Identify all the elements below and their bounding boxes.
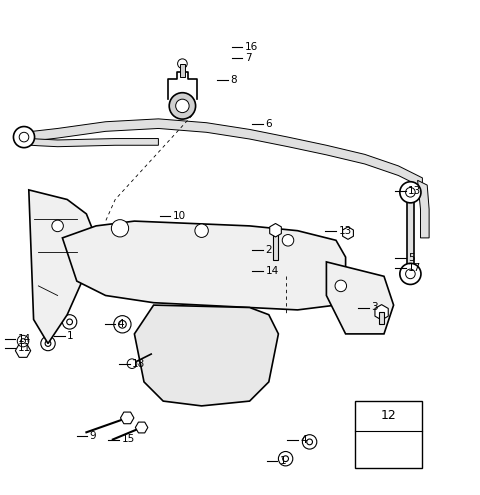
Circle shape	[67, 319, 72, 325]
Circle shape	[302, 435, 317, 449]
Circle shape	[384, 445, 393, 454]
Text: 1: 1	[280, 456, 287, 466]
Bar	[355, 401, 422, 468]
Polygon shape	[326, 262, 394, 334]
Text: 16: 16	[245, 42, 258, 52]
Circle shape	[127, 359, 137, 368]
Circle shape	[269, 264, 282, 277]
Text: 7: 7	[245, 53, 252, 63]
Text: 4: 4	[118, 319, 124, 329]
Circle shape	[307, 439, 312, 445]
Circle shape	[41, 336, 55, 350]
Circle shape	[52, 220, 63, 232]
Text: 13: 13	[408, 186, 421, 196]
Circle shape	[178, 59, 187, 68]
Circle shape	[19, 132, 29, 142]
Circle shape	[282, 235, 294, 246]
Text: 12: 12	[381, 409, 396, 422]
Circle shape	[400, 182, 421, 203]
Bar	[273, 233, 278, 259]
Circle shape	[119, 320, 126, 328]
Text: 17: 17	[408, 263, 421, 273]
Bar	[180, 64, 185, 77]
Text: 11: 11	[18, 344, 31, 353]
Circle shape	[400, 263, 421, 285]
Polygon shape	[62, 221, 346, 310]
Bar	[379, 312, 384, 324]
Circle shape	[335, 280, 347, 292]
Circle shape	[195, 224, 208, 238]
Polygon shape	[418, 180, 429, 238]
Text: 14: 14	[265, 265, 279, 276]
Circle shape	[273, 268, 278, 273]
Text: 6: 6	[265, 119, 272, 129]
Text: 14: 14	[18, 334, 31, 344]
Circle shape	[283, 456, 288, 461]
Circle shape	[13, 127, 35, 148]
Text: 1: 1	[67, 331, 74, 341]
Text: 18: 18	[132, 359, 145, 369]
Circle shape	[114, 316, 131, 333]
Circle shape	[45, 341, 51, 346]
Circle shape	[111, 220, 129, 237]
Text: 4: 4	[300, 436, 307, 446]
Text: 15: 15	[121, 435, 135, 445]
Circle shape	[21, 339, 25, 344]
Text: 10: 10	[173, 211, 186, 221]
Polygon shape	[24, 119, 422, 188]
Polygon shape	[134, 305, 278, 406]
Ellipse shape	[169, 93, 196, 119]
Circle shape	[380, 441, 397, 458]
Circle shape	[406, 188, 415, 197]
Ellipse shape	[176, 99, 189, 113]
Text: 5: 5	[408, 253, 415, 263]
Polygon shape	[24, 138, 158, 147]
Circle shape	[62, 315, 77, 329]
Bar	[407, 192, 414, 276]
Polygon shape	[29, 190, 96, 344]
Text: 13: 13	[338, 226, 352, 236]
Text: 9: 9	[90, 431, 96, 441]
Circle shape	[406, 269, 415, 279]
Circle shape	[278, 451, 293, 466]
Text: 2: 2	[265, 245, 272, 255]
Circle shape	[17, 335, 29, 347]
Text: 3: 3	[371, 302, 378, 312]
Text: 8: 8	[230, 75, 237, 86]
